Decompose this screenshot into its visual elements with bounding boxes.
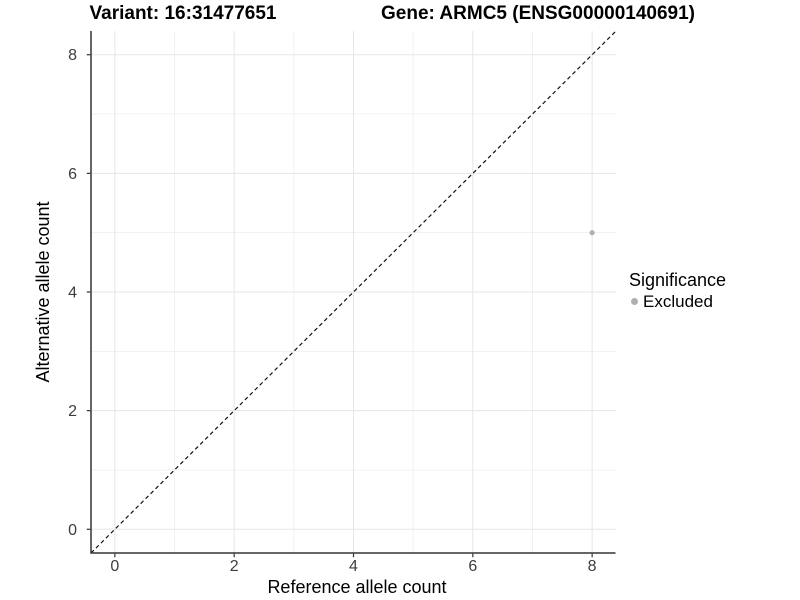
x-axis-title: Reference allele count — [267, 577, 447, 597]
x-tick-label: 4 — [349, 558, 358, 575]
x-tick-label: 8 — [588, 558, 597, 575]
x-tick-label: 6 — [468, 558, 477, 575]
y-tick-label: 2 — [68, 403, 77, 420]
axis-lines — [90, 31, 616, 554]
plot-title-gene: Gene: ARMC5 (ENSG00000140691) — [381, 3, 695, 24]
legend-title: Significance — [629, 270, 727, 290]
legend-dot-icon — [631, 298, 638, 306]
y-tick-label: 0 — [68, 522, 77, 539]
x-tick-label: 0 — [110, 558, 119, 575]
data-point — [589, 230, 595, 236]
plot-title-variant: Variant: 16:31477651 — [89, 3, 277, 24]
legend: Significance Excluded — [629, 270, 726, 312]
legend-item-excluded: Excluded — [631, 292, 726, 312]
y-axis-title: Alternative allele count — [33, 201, 53, 383]
y-tick-label: 4 — [68, 285, 77, 302]
y-tick-label: 6 — [68, 166, 77, 183]
y-tick-label: 8 — [68, 47, 77, 64]
x-tick-label: 2 — [230, 558, 239, 575]
legend-item-label: Excluded — [643, 292, 713, 312]
identity-dashed-line — [90, 30, 617, 554]
